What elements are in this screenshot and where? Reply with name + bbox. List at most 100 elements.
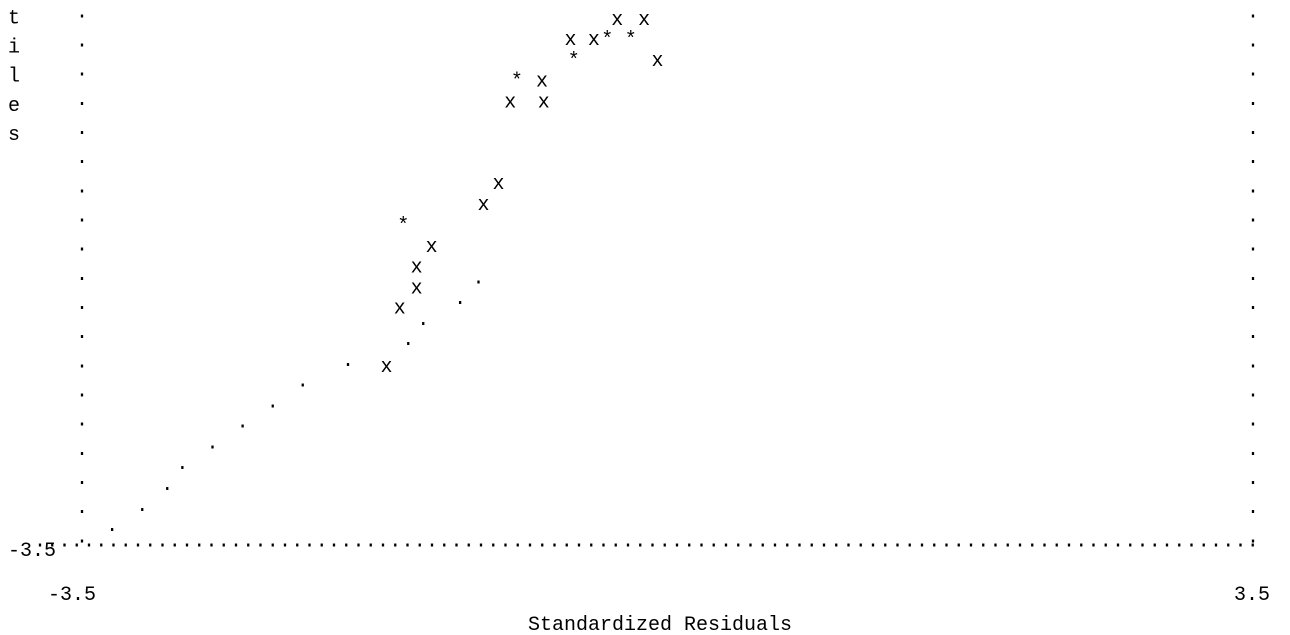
frame-left-dot: . (76, 89, 88, 112)
frame-left-dot: . (76, 322, 88, 345)
reference-dot: . (176, 453, 188, 476)
overlap-point: * (625, 29, 637, 52)
data-point: x (411, 277, 423, 300)
frame-bottom-dot: . (793, 530, 805, 553)
frame-left-dot: . (76, 497, 88, 520)
frame-bottom-dot: . (303, 530, 315, 553)
frame-bottom-dot: . (71, 530, 83, 553)
frame-bottom-dot: . (365, 530, 377, 553)
frame-bottom-dot: . (230, 530, 242, 553)
frame-bottom-dot: . (867, 530, 879, 553)
frame-bottom-dot: . (1185, 530, 1197, 553)
frame-bottom-dot: . (1063, 530, 1075, 553)
frame-bottom-dot: . (830, 530, 842, 553)
frame-bottom-dot: . (34, 530, 46, 553)
reference-dot: . (402, 329, 414, 352)
frame-bottom-dot: . (1149, 530, 1161, 553)
frame-bottom-dot: . (1173, 530, 1185, 553)
frame-bottom-dot: . (757, 530, 769, 553)
y-axis-label-letter: t (8, 7, 20, 30)
frame-left-dot: . (76, 351, 88, 374)
frame-bottom-dot: . (463, 530, 475, 553)
frame-right-dot: . (1247, 293, 1259, 316)
frame-left-dot: . (76, 410, 88, 433)
frame-bottom-dot: . (169, 530, 181, 553)
frame-left-dot: . (76, 1, 88, 24)
frame-bottom-dot: . (622, 530, 634, 553)
frame-bottom-dot: . (181, 530, 193, 553)
frame-bottom-dot: . (634, 530, 646, 553)
data-point: x (651, 50, 663, 73)
plot-frame: ........................................… (34, 1, 1259, 553)
y-tick-label-min: -3.5 (8, 540, 56, 563)
frame-bottom-dot: . (46, 530, 58, 553)
data-point: x (538, 91, 550, 114)
frame-bottom-dot: . (450, 530, 462, 553)
y-axis-label-letter: l (8, 66, 20, 89)
frame-right-dot: . (1247, 322, 1259, 345)
data-point: x (492, 173, 504, 196)
data-point: x (611, 9, 623, 32)
frame-bottom-dot: . (732, 530, 744, 553)
reference-dot: . (454, 288, 466, 311)
frame-bottom-dot: . (401, 530, 413, 553)
y-axis-label-letter: s (8, 124, 20, 147)
frame-bottom-dot: . (597, 530, 609, 553)
data-point: x (564, 29, 576, 52)
frame-bottom-dot: . (977, 530, 989, 553)
data-point: x (426, 236, 438, 259)
frame-left-dot: . (76, 30, 88, 53)
frame-bottom-dot: . (1112, 530, 1124, 553)
frame-left-dot: . (76, 380, 88, 403)
frame-bottom-dot: . (132, 530, 144, 553)
frame-bottom-dot: . (695, 530, 707, 553)
reference-dot: . (472, 268, 484, 291)
frame-bottom-dot: . (1075, 530, 1087, 553)
frame-right-dot: . (1247, 497, 1259, 520)
frame-bottom-dot: . (1222, 530, 1234, 553)
frame-bottom-dot: . (242, 530, 254, 553)
frame-bottom-dot: . (156, 530, 168, 553)
frame-right-dot: . (1247, 439, 1259, 462)
overlap-point: * (397, 215, 409, 238)
y-axis-label-letter: e (8, 95, 20, 118)
frame-right-dot: . (1247, 351, 1259, 374)
frame-bottom-dot: . (842, 530, 854, 553)
frame-bottom-dot: . (744, 530, 756, 553)
frame-bottom-dot: . (940, 530, 952, 553)
frame-bottom-dot: . (1198, 530, 1210, 553)
frame-left-dot: . (76, 264, 88, 287)
frame-bottom-dot: . (144, 530, 156, 553)
frame-right-dot: . (1247, 526, 1259, 549)
frame-bottom-dot: . (1014, 530, 1026, 553)
frame-bottom-dot: . (916, 530, 928, 553)
frame-bottom-dot: . (414, 530, 426, 553)
x-tick-label-max: 3.5 (1234, 584, 1270, 607)
frame-right-dot: . (1247, 264, 1259, 287)
frame-left-dot: . (76, 60, 88, 83)
frame-left-dot: . (76, 468, 88, 491)
frame-bottom-dot: . (879, 530, 891, 553)
frame-bottom-dot: . (646, 530, 658, 553)
frame-bottom-dot: . (1124, 530, 1136, 553)
overlap-point: * (601, 29, 613, 52)
frame-bottom-dot: . (193, 530, 205, 553)
frame-bottom-dot: . (1136, 530, 1148, 553)
frame-bottom-dot: . (904, 530, 916, 553)
frame-bottom-dot: . (891, 530, 903, 553)
data-point: x (638, 9, 650, 32)
frame-right-dot: . (1247, 410, 1259, 433)
frame-right-dot: . (1247, 60, 1259, 83)
frame-bottom-dot: . (267, 530, 279, 553)
frame-right-dot: . (1247, 89, 1259, 112)
frame-right-dot: . (1247, 147, 1259, 170)
frame-bottom-dot: . (316, 530, 328, 553)
frame-right-dot: . (1247, 1, 1259, 24)
frame-right-dot: . (1247, 205, 1259, 228)
frame-bottom-dot: . (475, 530, 487, 553)
frame-left-dot: . (76, 526, 88, 549)
frame-bottom-dot: . (965, 530, 977, 553)
frame-bottom-dot: . (671, 530, 683, 553)
